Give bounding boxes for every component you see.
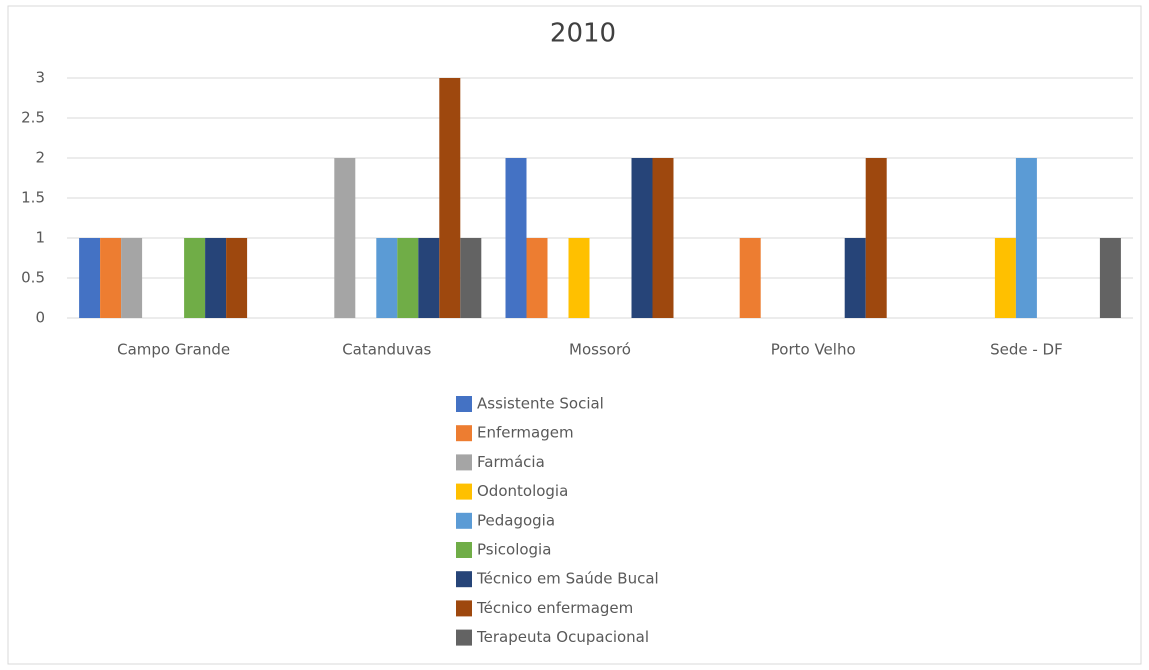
bar [994,238,1016,318]
bar [865,158,887,318]
legend-swatch [456,483,472,500]
x-tick-label: Campo Grande [117,341,230,359]
bar [334,158,356,318]
bar [460,238,482,318]
legend-swatch [456,629,472,646]
bar [1099,238,1121,318]
y-tick-label: 1.5 [21,189,45,207]
legend-swatch [456,571,472,588]
bar [100,238,122,318]
bar [79,238,101,318]
bar [418,238,440,318]
legend-label: Odontologia [477,482,568,500]
legend-label: Enfermagem [477,424,574,442]
legend-label: Assistente Social [477,395,604,413]
legend-label: Farmácia [477,453,545,471]
x-tick-label: Porto Velho [771,341,856,359]
bar [568,238,590,318]
legend-swatch [456,396,472,412]
x-tick-label: Catanduvas [342,341,431,359]
legend-swatch [456,542,472,558]
legend-swatch [456,512,472,529]
bar [739,238,761,318]
legend-swatch [456,454,472,471]
y-tick-label: 2.5 [21,109,45,127]
bar [376,238,398,318]
legend-swatch [456,600,472,617]
legend-label: Terapeuta Ocupacional [476,628,649,646]
x-tick-label: Mossoró [569,341,631,359]
legend-label: Técnico enfermagem [476,599,633,617]
bar [1015,158,1037,318]
bar [631,158,653,318]
y-tick-label: 3 [35,69,45,87]
bar [844,238,866,318]
y-tick-label: 1 [35,229,45,247]
bar [205,238,227,318]
bar [652,158,674,318]
y-tick-label: 0.5 [21,269,45,287]
y-tick-label: 2 [35,149,45,167]
bar [439,78,461,318]
bar [397,238,419,318]
y-tick-label: 0 [35,309,45,327]
legend-label: Psicologia [477,541,551,559]
bar [505,158,527,318]
bar [184,238,206,318]
legend-label: Técnico em Saúde Bucal [476,570,659,588]
chart-border [7,5,1142,665]
legend-label: Pedagogia [477,511,555,529]
legend-swatch [456,425,472,442]
bar [526,238,548,318]
chart-title: 2010 [550,19,616,49]
bar [121,238,143,318]
x-tick-label: Sede - DF [990,341,1063,359]
bar [226,238,248,318]
